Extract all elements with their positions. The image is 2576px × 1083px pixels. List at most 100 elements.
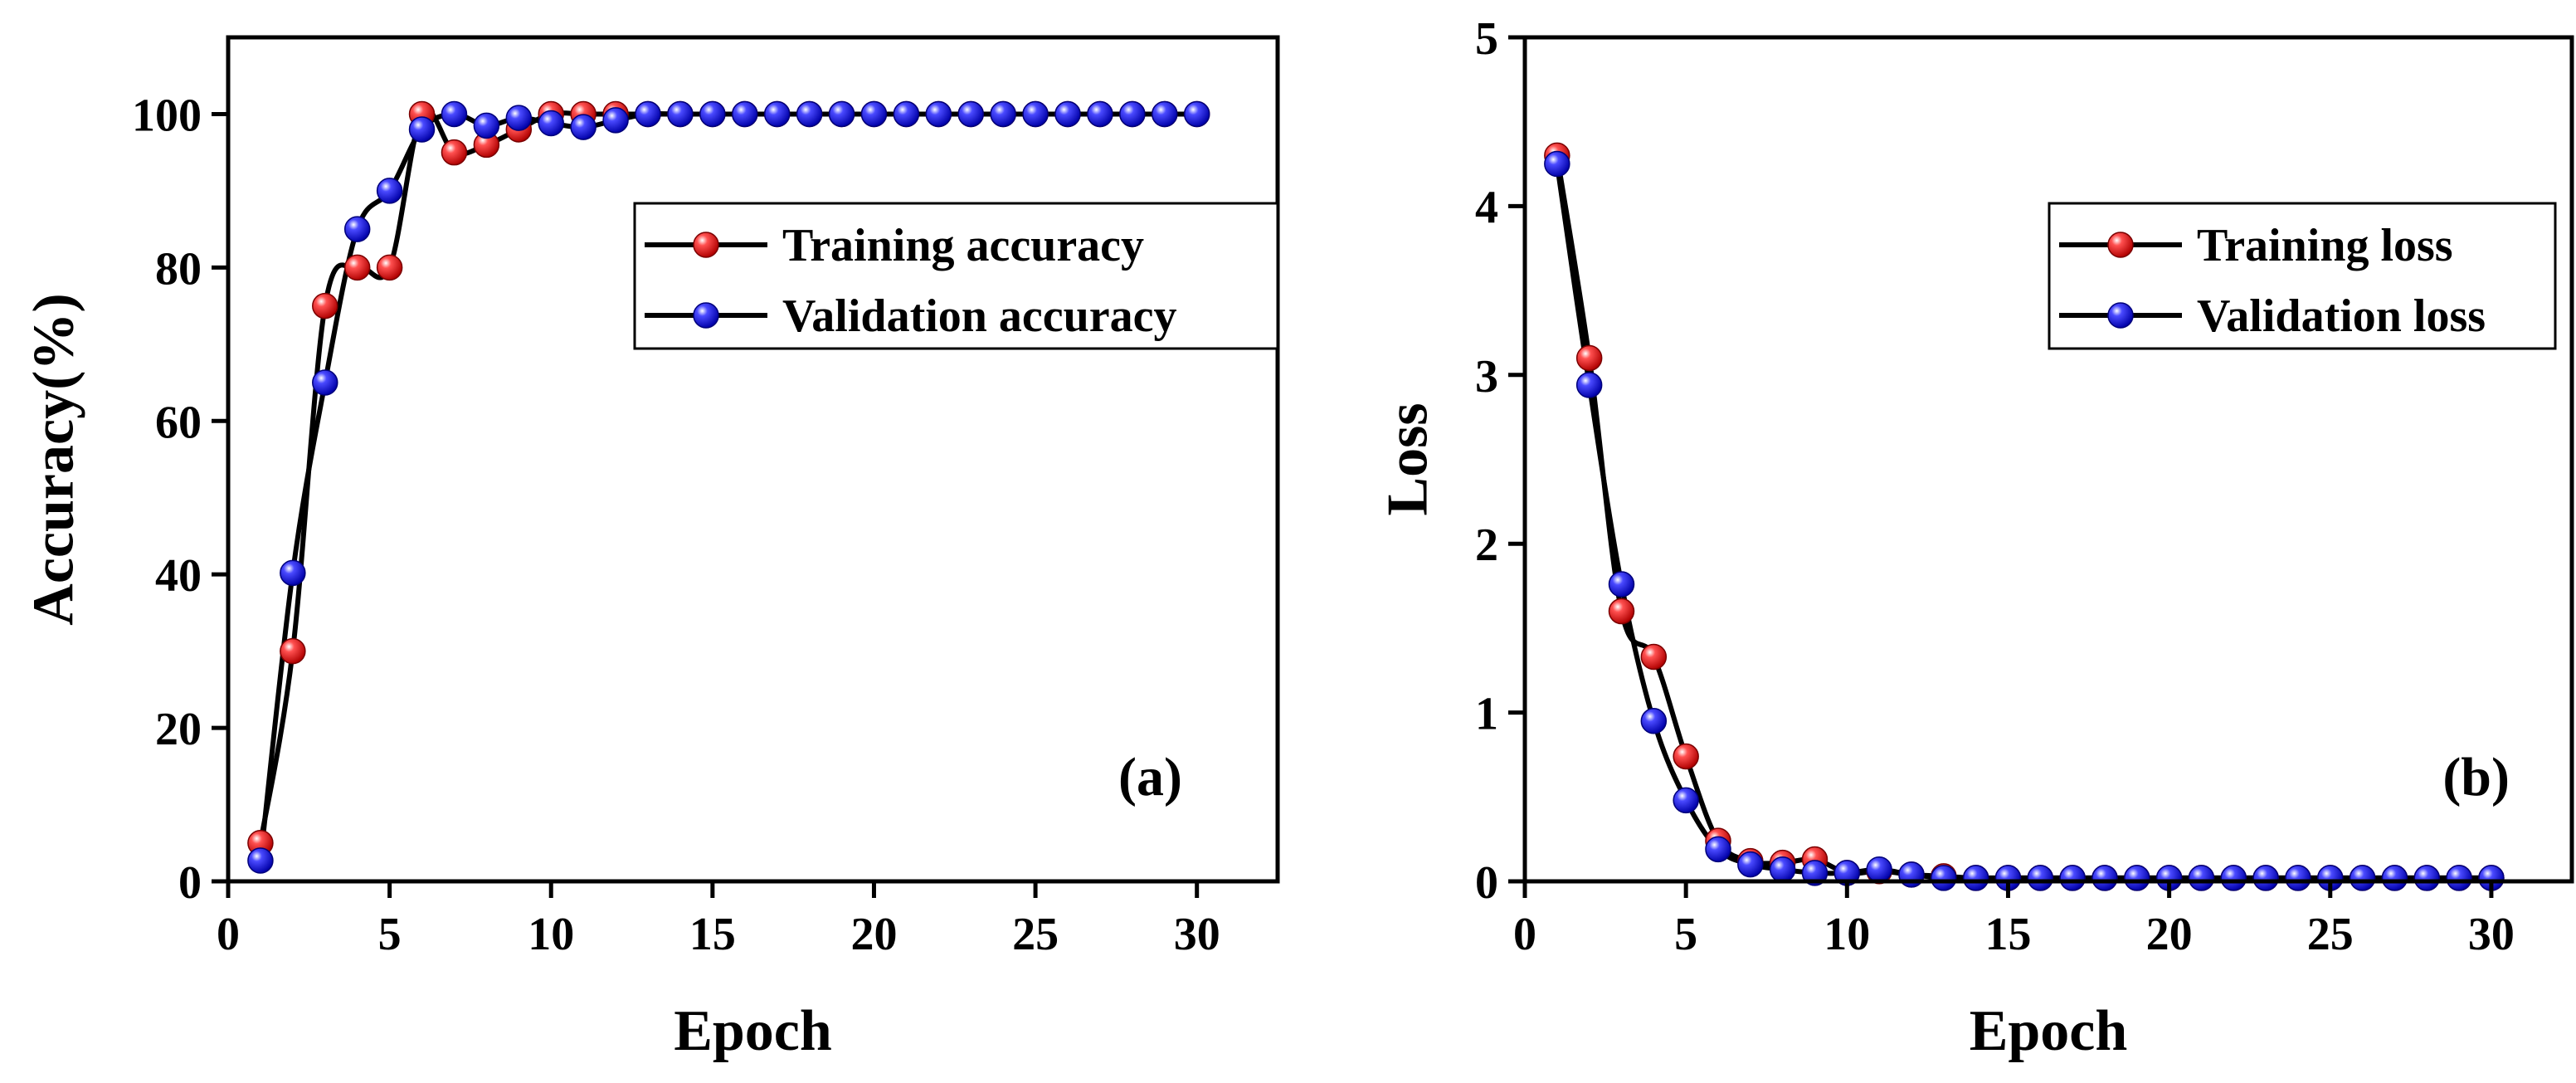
data-point xyxy=(1640,708,1668,734)
data-point xyxy=(763,100,791,128)
y-tick-label: 0 xyxy=(1475,857,1498,909)
data-point xyxy=(538,110,564,137)
x-tick-label: 10 xyxy=(528,909,574,960)
y-tick-label: 80 xyxy=(155,243,202,295)
data-point xyxy=(602,107,629,134)
accuracy-y-axis-label: Accuracy(%) xyxy=(22,293,86,625)
x-tick-label: 30 xyxy=(2468,909,2515,960)
legend-marker-validation-accuracy xyxy=(693,302,719,329)
data-point xyxy=(1575,372,1603,398)
data-point xyxy=(1608,598,1635,625)
data-point xyxy=(957,100,984,128)
data-point xyxy=(2252,865,2279,891)
x-tick-label: 25 xyxy=(1012,909,1059,960)
data-point xyxy=(2220,865,2247,891)
data-point xyxy=(990,100,1016,128)
data-point xyxy=(1119,100,1146,128)
data-point xyxy=(2285,865,2311,891)
data-point xyxy=(1152,100,1178,128)
data-point xyxy=(280,637,306,665)
x-tick-label: 15 xyxy=(689,909,736,960)
y-tick-label: 3 xyxy=(1475,351,1498,402)
data-point xyxy=(635,100,661,128)
data-point xyxy=(408,116,436,143)
loss-ticks xyxy=(1508,35,2494,898)
loss-legend: Training loss Validation loss xyxy=(2048,202,2557,350)
data-point xyxy=(1183,100,1210,128)
legend-label-validation-loss: Validation loss xyxy=(2197,290,2486,342)
accuracy-x-axis-label: Epoch xyxy=(674,999,832,1063)
loss-panel-label: (b) xyxy=(2442,747,2510,807)
data-point xyxy=(473,112,500,139)
data-point xyxy=(441,139,468,166)
data-point xyxy=(1544,150,1570,178)
data-point xyxy=(441,100,468,128)
data-point xyxy=(796,100,823,128)
loss-y-axis-label: Loss xyxy=(1376,402,1440,515)
data-point xyxy=(2027,865,2054,891)
accuracy-chart: 0 5 10 15 20 25 30 0 20 40 60 80 100 Epoch Accuracy(… xyxy=(22,35,1280,1063)
data-point xyxy=(1769,856,1796,883)
data-point xyxy=(1640,643,1668,671)
legend-entry-training-loss: Training loss xyxy=(2059,220,2453,271)
y-tick-label: 2 xyxy=(1475,520,1498,571)
accuracy-legend: Training accuracy Validation accuracy xyxy=(633,202,1279,350)
accuracy-tick-labels: 0 5 10 15 20 25 30 0 20 40 60 80 100 xyxy=(132,90,1220,960)
x-tick-label: 5 xyxy=(378,909,402,960)
legend-label-training-accuracy: Training accuracy xyxy=(782,220,1144,271)
y-tick-label: 5 xyxy=(1475,13,1498,65)
data-point xyxy=(376,178,403,204)
data-point xyxy=(1054,100,1081,128)
data-point xyxy=(1673,743,1699,770)
data-point xyxy=(828,100,855,128)
data-point xyxy=(2381,865,2408,891)
data-point xyxy=(1575,344,1603,372)
data-point xyxy=(732,100,758,128)
data-point xyxy=(667,100,694,128)
data-point xyxy=(343,216,371,242)
legend-entry-validation-accuracy: Validation accuracy xyxy=(645,290,1176,342)
data-point xyxy=(1022,100,1049,128)
data-point xyxy=(2091,865,2118,891)
data-point xyxy=(312,369,338,396)
loss-chart: 0 5 10 15 20 25 30 0 1 2 3 4 5 Epoch Loss (b) Traini… xyxy=(1376,13,2574,1063)
data-point xyxy=(1962,865,1989,891)
accuracy-panel-label: (a) xyxy=(1118,747,1182,807)
legend-entry-training-accuracy: Training accuracy xyxy=(645,220,1144,271)
data-point xyxy=(860,100,888,128)
legend-marker-training-accuracy xyxy=(693,232,719,258)
loss-x-axis-label: Epoch xyxy=(1970,999,2128,1063)
data-point xyxy=(2059,865,2086,891)
data-point xyxy=(247,847,274,874)
legend-label-validation-accuracy: Validation accuracy xyxy=(782,290,1176,342)
loss-legend-box xyxy=(2048,202,2557,350)
x-tick-label: 0 xyxy=(1513,909,1536,960)
data-point xyxy=(1931,865,1957,891)
accuracy-plot-frame xyxy=(226,35,1280,884)
legend-marker-training-loss xyxy=(2107,232,2134,258)
y-tick-label: 1 xyxy=(1475,689,1498,740)
data-point xyxy=(2188,865,2215,891)
accuracy-legend-box xyxy=(633,202,1279,350)
y-tick-label: 40 xyxy=(155,550,202,602)
y-tick-label: 100 xyxy=(132,90,202,141)
data-point xyxy=(699,100,726,128)
x-tick-label: 10 xyxy=(1824,909,1870,960)
x-tick-label: 30 xyxy=(1174,909,1220,960)
data-point xyxy=(505,105,533,131)
data-point xyxy=(1087,100,1113,128)
x-tick-label: 0 xyxy=(217,909,240,960)
accuracy-ticks xyxy=(212,111,1200,898)
data-point xyxy=(570,114,597,140)
x-tick-label: 20 xyxy=(850,909,897,960)
data-point xyxy=(1608,571,1635,598)
data-point xyxy=(1737,851,1764,878)
loss-tick-labels: 0 5 10 15 20 25 30 0 1 2 3 4 5 xyxy=(1475,13,2515,960)
data-point xyxy=(893,100,920,128)
data-point xyxy=(1801,860,1829,886)
x-tick-label: 20 xyxy=(2146,909,2193,960)
legend-entry-validation-loss: Validation loss xyxy=(2059,290,2486,342)
data-point xyxy=(1705,836,1731,863)
data-point xyxy=(280,559,306,587)
